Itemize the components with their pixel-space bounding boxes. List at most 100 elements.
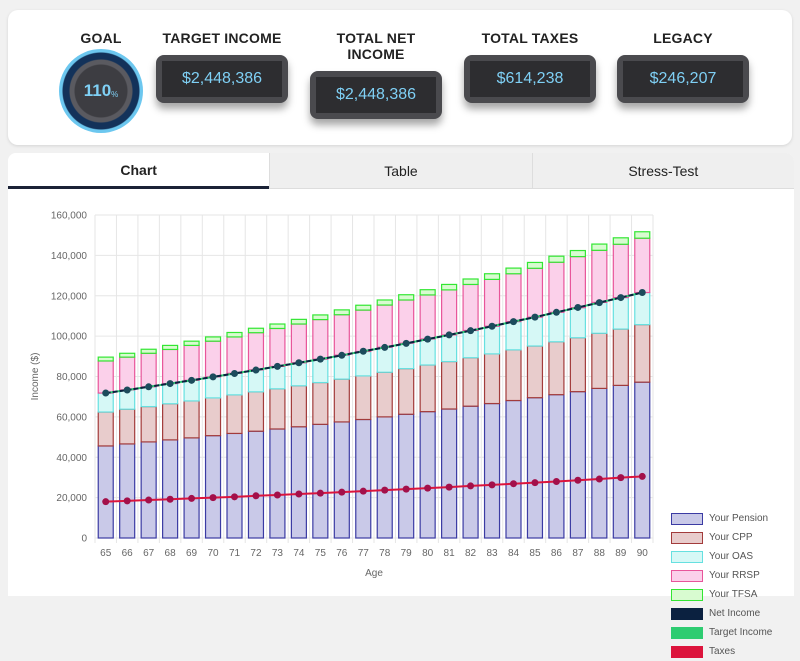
taxes-point	[123, 497, 131, 505]
bar-your-rrsp	[441, 289, 458, 336]
bar-your-pension	[355, 418, 372, 539]
bar-your-oas	[376, 346, 393, 373]
taxes-point	[510, 480, 517, 488]
taxes-point	[338, 488, 346, 496]
net-income-point	[595, 299, 603, 307]
y-tick-label: 100,000	[51, 332, 88, 343]
bar-your-tfsa	[355, 304, 372, 311]
bar-your-tfsa	[204, 336, 222, 342]
x-tick-label: 72	[250, 548, 262, 559]
bar-your-cpp	[569, 337, 586, 393]
legend-item[interactable]: Your CPP	[671, 528, 772, 547]
bar-your-pension	[591, 387, 608, 539]
bar-your-cpp	[376, 371, 393, 418]
tab-stress-test[interactable]: Stress-Test	[531, 153, 794, 189]
bar-your-oas	[569, 307, 586, 339]
legend-item[interactable]: Net Income	[671, 604, 772, 623]
bar-your-rrsp	[548, 261, 565, 313]
bar-your-pension	[441, 408, 458, 539]
bar-your-oas	[312, 358, 329, 384]
view-tabs: Chart Table Stress-Test	[8, 153, 794, 189]
bar-your-pension	[569, 391, 586, 539]
x-tick-label: 81	[444, 548, 456, 559]
legend-swatch	[671, 531, 703, 544]
net-income-point	[188, 376, 196, 384]
legend-swatch	[671, 626, 703, 639]
bar-your-pension	[269, 428, 286, 539]
target-income-value: $2,448,386	[162, 61, 282, 97]
target-income-label: TARGET INCOME	[162, 30, 282, 46]
x-tick-label: 67	[143, 548, 155, 559]
taxes-point	[295, 490, 303, 498]
tab-table[interactable]: Table	[269, 153, 532, 189]
x-tick-label: 69	[186, 548, 198, 559]
net-income-point	[359, 347, 367, 355]
bar-your-cpp	[290, 385, 307, 428]
legend-label: Your RRSP	[709, 570, 760, 581]
net-income-point	[338, 351, 346, 359]
target-income-kpi: TARGET INCOME $2,448,386	[155, 30, 289, 103]
x-tick-label: 75	[315, 548, 327, 559]
taxes-point	[595, 475, 603, 483]
y-tick-label: 0	[81, 534, 87, 545]
net-income-point	[273, 362, 281, 370]
bar-your-tfsa	[548, 255, 565, 263]
bar-your-tfsa	[183, 340, 200, 347]
bar-your-rrsp	[247, 332, 265, 371]
bar-your-rrsp	[97, 360, 114, 394]
chart-legend: Your Pension Your CPP Your OAS Your RRSP You…	[671, 509, 772, 661]
goal-value: 110	[83, 81, 112, 100]
x-tick-label: 89	[615, 548, 627, 559]
legend-item[interactable]: Target Income	[671, 623, 772, 642]
x-tick-label: 66	[122, 548, 134, 559]
bar-your-tfsa	[119, 352, 136, 358]
legend-swatch	[671, 607, 703, 620]
bar-your-rrsp	[119, 356, 136, 391]
net-income-point	[166, 380, 174, 388]
bar-your-oas	[634, 291, 651, 326]
bar-your-rrsp	[634, 237, 651, 294]
bar-your-cpp	[140, 405, 157, 443]
x-tick-label: 87	[572, 548, 584, 559]
tab-chart[interactable]: Chart	[8, 153, 270, 189]
bar-your-tfsa	[526, 261, 544, 269]
bar-your-pension	[376, 416, 393, 539]
bar-your-oas	[526, 316, 544, 347]
bar-your-rrsp	[226, 336, 243, 374]
y-tick-label: 140,000	[51, 251, 88, 262]
taxes-point	[188, 494, 196, 502]
bar-your-cpp	[612, 328, 629, 386]
x-tick-label: 71	[229, 548, 241, 559]
bar-your-tfsa	[140, 348, 157, 354]
bar-your-rrsp	[526, 267, 544, 318]
x-tick-label: 74	[293, 548, 305, 559]
x-tick-label: 88	[594, 548, 606, 559]
bar-your-pension	[312, 423, 329, 539]
bar-your-pension	[119, 443, 136, 539]
legend-item[interactable]: Your Pension	[671, 509, 772, 528]
legend-label: Target Income	[709, 627, 773, 638]
net-income-point	[467, 327, 475, 335]
bar-your-cpp	[398, 368, 415, 415]
taxes-point	[231, 493, 238, 501]
bar-your-oas	[483, 325, 501, 355]
x-tick-label: 80	[422, 548, 434, 559]
legend-item[interactable]: Your TFSA	[671, 585, 772, 604]
taxes-point	[574, 476, 582, 484]
legend-label: Your TFSA	[709, 589, 758, 600]
bar-your-oas	[548, 311, 565, 343]
taxes-line	[105, 475, 643, 503]
legend-item[interactable]: Your OAS	[671, 547, 772, 566]
net-income-point	[402, 339, 410, 347]
legend-item[interactable]: Taxes	[671, 642, 772, 661]
y-tick-label: 120,000	[51, 291, 88, 302]
bar-your-cpp	[505, 349, 522, 402]
bar-your-oas	[612, 296, 629, 330]
legend-label: Taxes	[709, 646, 736, 657]
legend-item[interactable]: Your RRSP	[671, 566, 772, 585]
net-income-point	[295, 359, 303, 367]
bar-your-cpp	[226, 394, 243, 435]
x-tick-label: 79	[401, 548, 413, 559]
bar-your-tfsa	[247, 327, 265, 334]
x-tick-label: 73	[272, 548, 284, 559]
